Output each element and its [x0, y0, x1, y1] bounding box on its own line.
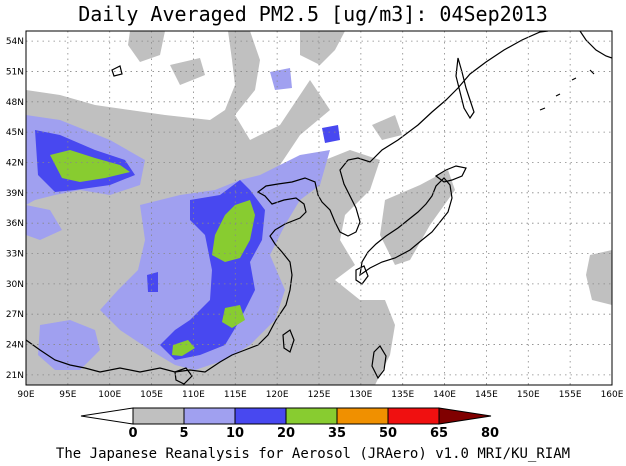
lon-tick-label: 120E	[266, 390, 289, 400]
map-frame	[25, 30, 613, 386]
coastline-kamchatka	[579, 31, 612, 59]
coastline-hainan	[174, 367, 193, 385]
gray-region-north	[170, 58, 205, 85]
lat-tick-label: 36N	[6, 219, 24, 229]
lon-tick-label: 145E	[475, 390, 498, 400]
lon-tick-label: 130E	[349, 390, 372, 400]
lat-tick-label: 45N	[6, 128, 24, 138]
colorbar-segment	[234, 407, 287, 425]
lat-tick-label: 24N	[6, 341, 24, 351]
lat-tick-label: 51N	[6, 67, 24, 77]
latitude-tick-labels: 54N 51N 48N 45N 42N 39N 36N 33N 30N 27N 24N 21N	[6, 37, 24, 381]
lon-tick-label: 150E	[517, 390, 540, 400]
lon-tick-label: 140E	[433, 390, 456, 400]
coastline-kyushu	[355, 265, 369, 285]
colorbar: 0 5 10 20 35 50 65 80	[80, 407, 499, 441]
coastline-japan	[359, 177, 453, 277]
colorbar-label: 65	[430, 426, 448, 441]
midblue-region-northeast	[322, 125, 340, 143]
gray-region-mongolia	[300, 31, 345, 65]
gray-region-east	[586, 250, 612, 305]
green-region-central	[212, 200, 255, 262]
colorbar-label: 50	[379, 426, 397, 441]
green-region-south	[222, 305, 245, 328]
lat-tick-label: 39N	[6, 189, 24, 199]
lat-tick-label: 33N	[6, 250, 24, 260]
lat-tick-label: 30N	[6, 280, 24, 290]
lightblue-region-southwest	[38, 320, 100, 370]
lat-tick-label: 54N	[6, 37, 24, 47]
coastline-sakhalin	[455, 57, 475, 120]
lon-tick-label: 95E	[59, 390, 76, 400]
lon-tick-label: 155E	[559, 390, 582, 400]
colorbar-label: 80	[481, 426, 499, 441]
lon-tick-label: 160E	[601, 390, 624, 400]
colorbar-label: 0	[128, 426, 137, 441]
colorbar-label: 35	[328, 426, 346, 441]
colorbar-label: 10	[226, 426, 244, 441]
lon-tick-label: 115E	[224, 390, 247, 400]
colorbar-label: 20	[277, 426, 295, 441]
longitude-tick-labels: 90E 95E 100E 105E 110E 115E 120E 125E 130E 135E 14…	[17, 390, 623, 400]
lat-tick-label: 48N	[6, 98, 24, 108]
coastline-philippines	[371, 345, 387, 380]
colorbar-segment	[132, 407, 185, 425]
lightblue-region-tibet	[26, 205, 62, 240]
coastline-ocean-islands	[539, 69, 595, 111]
colorbar-segment	[285, 407, 338, 425]
colorbar-segment-high	[438, 407, 492, 425]
colorbar-segment-low	[80, 407, 134, 425]
gray-region-northeast	[372, 115, 402, 140]
green-region-southwest	[172, 340, 195, 356]
lon-tick-label: 135E	[391, 390, 414, 400]
lon-tick-label: 125E	[308, 390, 331, 400]
coastline-taiwan	[282, 329, 295, 353]
midblue-region-small	[147, 272, 158, 292]
lon-tick-label: 110E	[182, 390, 205, 400]
colorbar-segment	[183, 407, 236, 425]
lat-lon-grid	[26, 31, 612, 385]
lightblue-region-north	[270, 68, 292, 90]
lat-tick-label: 42N	[6, 158, 24, 168]
colorbar-segment	[336, 407, 389, 425]
map-title: Daily Averaged PM2.5 [ug/m3]: 04Sep2013	[78, 2, 548, 26]
credit-line: The Japanese Reanalysis for Aerosol (JRA…	[55, 446, 571, 462]
lon-tick-label: 105E	[140, 390, 163, 400]
lon-tick-label: 90E	[17, 390, 34, 400]
gray-region-upper-left	[128, 31, 165, 62]
coastline-china-korea	[26, 31, 549, 373]
lat-tick-label: 27N	[6, 310, 24, 320]
lon-tick-label: 100E	[98, 390, 121, 400]
coastline-lake	[111, 65, 123, 77]
lat-tick-label: 21N	[6, 371, 24, 381]
gray-region-japan-sea	[380, 170, 455, 265]
coastline-hokkaido	[434, 165, 467, 183]
colorbar-label: 5	[179, 426, 188, 441]
colorbar-segment	[387, 407, 440, 425]
